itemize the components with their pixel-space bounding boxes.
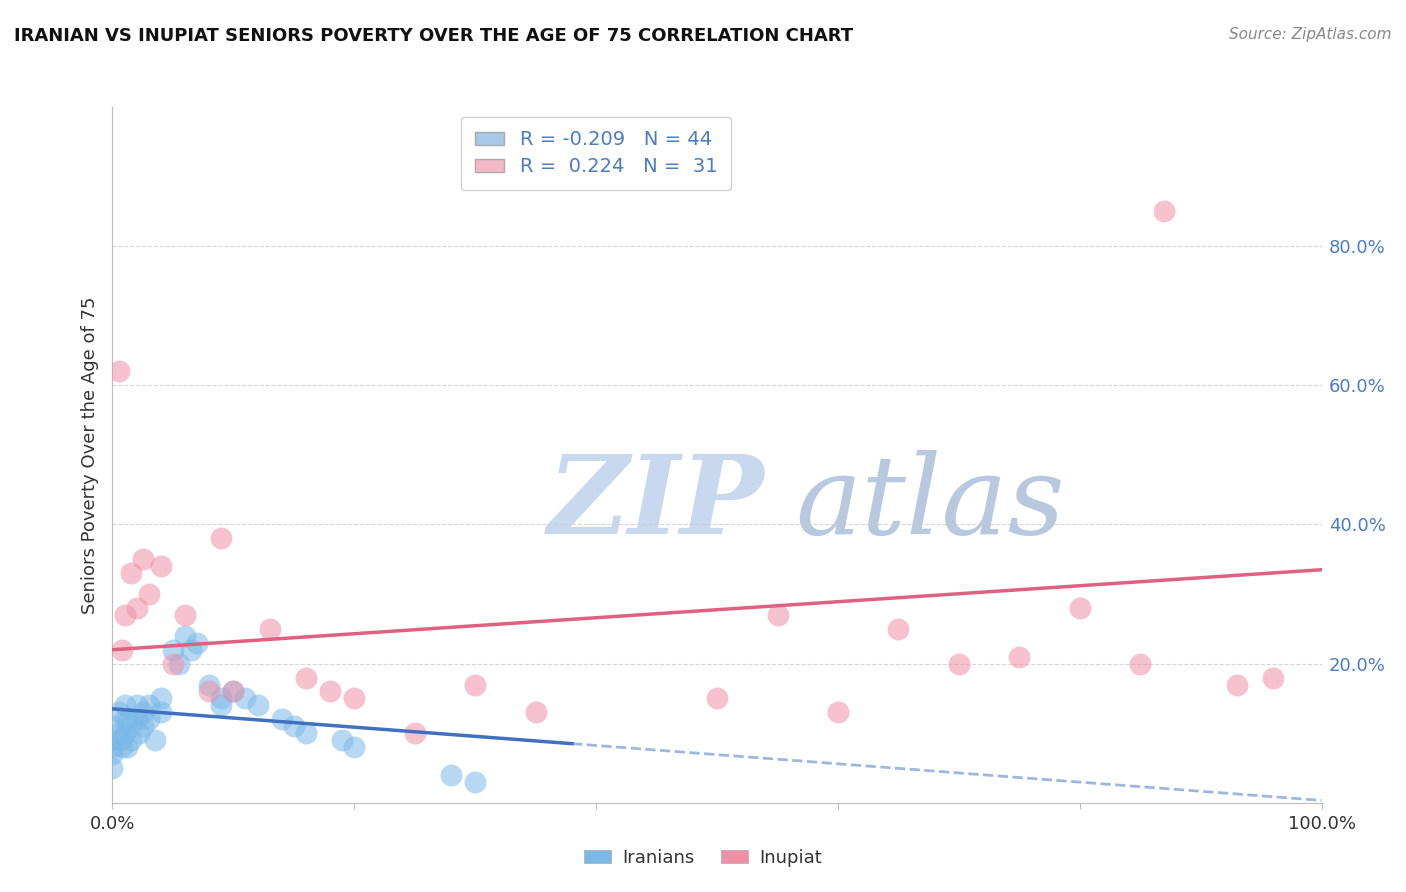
Point <box>117 712 139 726</box>
Point <box>128 726 150 740</box>
Point <box>222 684 245 698</box>
Point <box>235 691 257 706</box>
Point <box>138 712 160 726</box>
Point <box>162 642 184 657</box>
Point <box>111 740 134 755</box>
Point <box>464 775 486 789</box>
Point <box>186 636 208 650</box>
Point <box>125 712 148 726</box>
Point <box>110 733 132 747</box>
Point <box>132 552 155 566</box>
Point <box>114 712 136 726</box>
Point <box>174 607 197 622</box>
Point <box>180 642 202 657</box>
Point <box>283 719 305 733</box>
Point <box>115 740 138 755</box>
Point <box>167 657 190 671</box>
Point <box>111 642 134 657</box>
Point <box>174 629 197 643</box>
Point <box>330 733 353 747</box>
Point <box>162 657 184 671</box>
Point <box>209 698 232 713</box>
Text: Source: ZipAtlas.com: Source: ZipAtlas.com <box>1229 27 1392 42</box>
Point <box>120 566 142 581</box>
Point <box>120 733 142 747</box>
Point <box>114 607 136 622</box>
Point <box>101 719 124 733</box>
Point <box>295 726 318 740</box>
Point <box>1129 657 1152 671</box>
Point <box>143 733 166 747</box>
Point <box>114 698 136 713</box>
Point <box>149 559 172 574</box>
Point <box>101 740 124 755</box>
Point <box>114 726 136 740</box>
Point <box>440 768 463 782</box>
Point <box>125 698 148 713</box>
Legend: Iranians, Inupiat: Iranians, Inupiat <box>576 842 830 874</box>
Point <box>827 706 849 720</box>
Point <box>138 587 160 601</box>
Point <box>101 761 124 775</box>
Point <box>132 706 155 720</box>
Point <box>706 691 728 706</box>
Point <box>198 677 221 691</box>
Point <box>259 622 281 636</box>
Point <box>1153 204 1175 219</box>
Point <box>209 532 232 546</box>
Point <box>101 733 124 747</box>
Point <box>1069 601 1091 615</box>
Point <box>125 601 148 615</box>
Text: atlas: atlas <box>796 450 1066 558</box>
Text: IRANIAN VS INUPIAT SENIORS POVERTY OVER THE AGE OF 75 CORRELATION CHART: IRANIAN VS INUPIAT SENIORS POVERTY OVER … <box>14 27 853 45</box>
Point <box>222 684 245 698</box>
Point <box>107 706 129 720</box>
Point <box>343 740 366 755</box>
Point <box>149 706 172 720</box>
Y-axis label: Seniors Poverty Over the Age of 75: Seniors Poverty Over the Age of 75 <box>80 296 98 614</box>
Point <box>149 691 172 706</box>
Point <box>1263 671 1285 685</box>
Legend: R = -0.209   N = 44, R =  0.224   N =  31: R = -0.209 N = 44, R = 0.224 N = 31 <box>461 117 731 190</box>
Point <box>120 719 142 733</box>
Point <box>464 677 486 691</box>
Point <box>343 691 366 706</box>
Point <box>107 364 129 378</box>
Point <box>766 607 789 622</box>
Point <box>209 691 232 706</box>
Point <box>101 747 124 761</box>
Point <box>270 712 292 726</box>
Point <box>887 622 910 636</box>
Point <box>132 719 155 733</box>
Point <box>404 726 426 740</box>
Point <box>246 698 269 713</box>
Point <box>319 684 342 698</box>
Point <box>1008 649 1031 664</box>
Point <box>948 657 970 671</box>
Point <box>1226 677 1249 691</box>
Point <box>198 684 221 698</box>
Point <box>138 698 160 713</box>
Text: ZIP: ZIP <box>548 450 765 558</box>
Point <box>524 706 547 720</box>
Point <box>107 726 129 740</box>
Point <box>295 671 318 685</box>
